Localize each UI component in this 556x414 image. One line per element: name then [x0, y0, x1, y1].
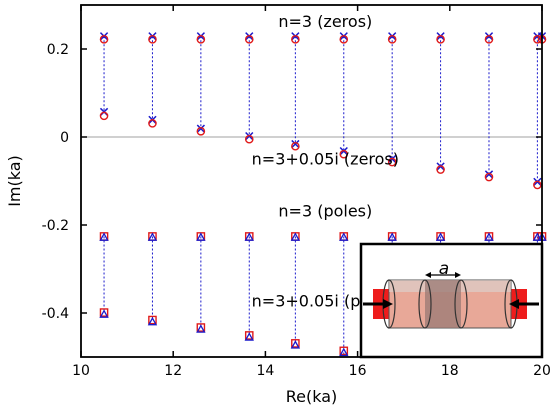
circle-marker: [291, 141, 300, 151]
triangle-marker: [196, 232, 206, 241]
y-tick-label: -0.2: [42, 218, 69, 234]
circle-marker: [533, 35, 542, 44]
annotation-label: n=3 (zeros): [278, 12, 372, 31]
plot-frame: [80, 4, 543, 358]
circle-marker: [148, 35, 157, 44]
circle-marker: [387, 157, 397, 167]
inset-dimension-arrowhead: [455, 272, 461, 278]
triangle-marker: [532, 232, 543, 241]
x-tick-label: 14: [256, 363, 274, 379]
triangle-marker: [290, 232, 301, 241]
x-tick-label: 12: [164, 363, 182, 379]
triangle-marker: [339, 232, 349, 241]
y-tick-label: -0.4: [42, 306, 69, 322]
square-marker: [339, 346, 349, 356]
x-marker-stroke: [291, 139, 300, 149]
circle-marker: [387, 35, 397, 44]
inset-label: a: [439, 259, 449, 279]
circle-marker: [339, 149, 349, 159]
x-tick-label: 18: [441, 363, 459, 379]
inset-arrowhead-left: [383, 299, 393, 309]
square-marker: [148, 315, 157, 325]
x-marker-stroke: [484, 170, 494, 179]
y-tick-label: 0.2: [47, 42, 69, 58]
square-marker: [196, 323, 206, 332]
square-marker: [291, 339, 300, 348]
circle-marker: [196, 126, 206, 136]
triangle-marker: [435, 232, 446, 241]
triangle-marker: [99, 232, 109, 241]
x-tick-label: 20: [533, 363, 551, 379]
circle-marker: [339, 35, 349, 44]
triangle-marker: [99, 309, 109, 318]
dielectric-cylinder-icon: [363, 272, 539, 329]
x-marker: [484, 170, 494, 179]
circle-marker: [291, 35, 300, 44]
triangle-marker: [147, 232, 158, 241]
x-tick-label: 16: [349, 363, 367, 379]
y-tick-label: 0: [60, 130, 69, 146]
circle-marker: [484, 35, 494, 44]
inset-dimension-arrowhead: [425, 272, 431, 278]
circle-marker: [148, 119, 157, 128]
annotations: n=3 (zeros)n=3+0.05i (zeros)n=3 (poles)n…: [252, 12, 399, 310]
axes: 10 12 14 16 18 20 -0.4 -0.2 0 0.2 Re(ka) Im(ka): [5, 4, 551, 406]
circle-marker: [99, 111, 109, 121]
inset-cylinder-ring: [418, 279, 432, 329]
circle-marker: [484, 172, 494, 182]
x-marker: [291, 139, 300, 149]
triangle-marker: [484, 232, 494, 241]
circle-marker: [196, 35, 206, 44]
triangle-marker: [387, 232, 397, 241]
triangle-marker: [147, 316, 158, 326]
y-axis-label: Im(ka): [5, 155, 24, 207]
x-axis-label: Re(ka): [286, 387, 338, 406]
triangle-marker: [244, 232, 254, 241]
circle-marker: [436, 165, 445, 174]
circle-marker: [99, 35, 109, 44]
circle-marker: [244, 134, 254, 144]
triangle-marker: [339, 347, 349, 357]
triangle-marker: [290, 340, 301, 349]
square-marker: [99, 308, 109, 317]
x-tick-label: 10: [72, 363, 90, 379]
annotation-label: n=3 (poles): [278, 202, 372, 221]
circle-marker: [533, 180, 542, 190]
inset-arrowhead-right: [509, 299, 519, 309]
triangle-marker: [196, 324, 206, 333]
inset-cylinder-ring: [454, 279, 468, 329]
square-marker: [244, 331, 254, 340]
triangle-marker: [244, 332, 254, 341]
circle-marker: [436, 35, 445, 44]
x-marker-stroke: [196, 124, 205, 133]
circle-marker: [244, 35, 254, 44]
x-marker: [196, 124, 205, 133]
inset-diagram: a: [359, 242, 544, 359]
annotation-label: n=3+0.05i (zeros): [252, 149, 399, 168]
